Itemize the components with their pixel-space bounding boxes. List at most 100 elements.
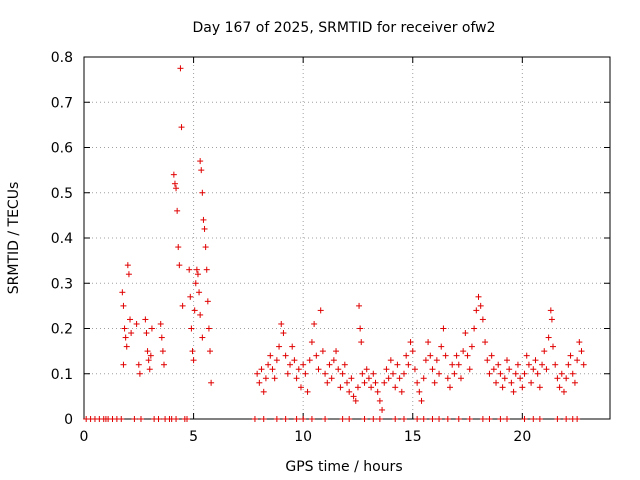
data-point <box>145 357 152 364</box>
data-point <box>191 307 198 314</box>
data-point-zero <box>251 416 258 422</box>
data-point-zero <box>444 416 451 422</box>
data-point <box>352 397 359 404</box>
data-point <box>365 375 372 382</box>
data-point <box>326 361 333 368</box>
data-point-zero <box>486 416 493 422</box>
data-point <box>254 370 261 377</box>
data-point-zero <box>173 416 180 422</box>
data-point-zero <box>293 416 300 422</box>
data-point-zero <box>521 416 528 422</box>
data-point <box>363 366 370 373</box>
data-point-zero <box>436 416 443 422</box>
data-point-zero <box>137 416 144 422</box>
data-point <box>143 330 150 337</box>
data-point <box>545 334 552 341</box>
data-point <box>468 343 475 350</box>
data-point <box>289 343 296 350</box>
data-point <box>197 311 204 318</box>
data-point <box>188 325 195 332</box>
data-point <box>199 189 206 196</box>
data-point <box>460 348 467 355</box>
axis-ticks: 0 0.1 0.2 0.3 0.4 0.5 0.6 0.7 0.8 0 5 10 15 20 <box>51 50 610 445</box>
data-point <box>319 348 326 355</box>
data-point <box>493 379 500 386</box>
data-point <box>528 379 535 386</box>
data-point <box>438 343 445 350</box>
data-point <box>370 370 377 377</box>
data-point <box>361 379 368 386</box>
data-point-zero <box>118 416 125 422</box>
data-point <box>407 339 414 346</box>
data-point <box>571 379 578 386</box>
data-point <box>521 370 528 377</box>
y-tick-label: 0.1 <box>51 367 73 383</box>
grid <box>84 57 610 419</box>
data-point <box>462 330 469 337</box>
data-point <box>517 375 524 382</box>
data-point <box>315 366 322 373</box>
data-point <box>451 370 458 377</box>
data-point <box>193 266 200 273</box>
data-point <box>203 266 210 273</box>
data-point <box>409 348 416 355</box>
data-point <box>311 320 318 327</box>
data-point <box>124 262 131 269</box>
data-point <box>475 293 482 300</box>
data-point <box>374 388 381 395</box>
data-point <box>121 325 128 332</box>
data-point <box>357 325 364 332</box>
data-point <box>302 370 309 377</box>
data-point <box>269 366 276 373</box>
data-point <box>199 334 206 341</box>
data-point <box>344 379 350 386</box>
data-point <box>422 357 429 364</box>
data-point <box>175 244 182 251</box>
data-point <box>466 366 473 373</box>
y-tick-label: 0.6 <box>51 141 73 157</box>
data-point <box>580 361 587 368</box>
data-point <box>280 330 287 337</box>
data-point <box>512 370 519 377</box>
data-point <box>398 388 405 395</box>
data-point <box>563 375 570 382</box>
data-point-zero <box>497 416 504 422</box>
data-point <box>411 366 418 373</box>
data-point <box>514 361 521 368</box>
data-point-zero <box>282 416 289 422</box>
data-point <box>541 348 548 355</box>
data-point <box>381 379 388 386</box>
data-point <box>136 370 143 377</box>
data-point <box>490 366 497 373</box>
data-point-zero <box>400 416 407 422</box>
data-point <box>147 352 154 359</box>
data-point <box>376 397 383 404</box>
y-axis-label: SRMTID / TECUs <box>6 182 22 295</box>
data-point <box>383 366 390 373</box>
data-point <box>179 302 186 309</box>
data-point <box>260 388 267 395</box>
data-point <box>128 330 135 337</box>
data-point <box>455 361 462 368</box>
data-point <box>262 375 269 382</box>
data-point <box>569 370 576 377</box>
data-point <box>392 384 399 391</box>
data-point <box>519 384 526 391</box>
data-point <box>449 361 456 368</box>
data-point <box>256 379 263 386</box>
data-point <box>267 352 274 359</box>
data-point <box>488 352 495 359</box>
data-point <box>142 316 149 323</box>
data-point <box>508 379 515 386</box>
data-point <box>499 384 506 391</box>
data-point-zero <box>414 416 421 422</box>
data-point-zero <box>466 416 473 422</box>
data-point <box>293 375 300 382</box>
data-point <box>271 375 278 382</box>
data-point <box>525 361 532 368</box>
data-point-zero <box>392 416 399 422</box>
data-point <box>173 185 180 192</box>
data-point <box>308 339 315 346</box>
data-point <box>359 370 366 377</box>
